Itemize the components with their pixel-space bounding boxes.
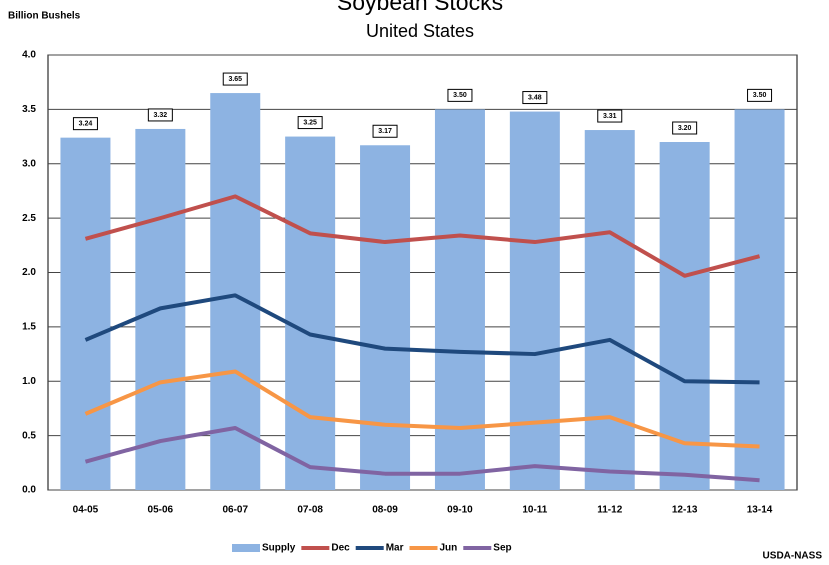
data-label: 3.25: [303, 119, 317, 126]
chart-title: Soybean Stocks: [337, 0, 503, 15]
y-tick-label: 2.0: [22, 267, 36, 278]
data-label-box: [147, 108, 173, 122]
x-tick-label: 07-08: [297, 505, 323, 516]
source-note: USDA-NASS: [763, 551, 823, 562]
bar: [659, 142, 710, 490]
y-tick-label: 2.5: [22, 213, 36, 224]
x-tick-label: 05-06: [148, 505, 174, 516]
bar: [210, 93, 261, 490]
x-tick-label: 12-13: [672, 505, 698, 516]
line: [84, 369, 760, 449]
data-label-box: [747, 88, 773, 102]
y-tick-label: 0.0: [22, 485, 36, 496]
bar: [285, 136, 336, 490]
y-tick-label: 4.0: [22, 50, 36, 61]
data-label-box: [297, 116, 323, 130]
line: [84, 426, 760, 483]
y-axis-label: Billion Bushels: [8, 11, 81, 22]
bar: [509, 111, 560, 491]
x-tick-label: 13-14: [747, 505, 773, 516]
data-label-box: [672, 121, 698, 135]
data-label-box: [222, 72, 248, 86]
data-label: 3.20: [678, 125, 692, 132]
bar: [584, 130, 635, 490]
x-tick-label: 08-09: [372, 505, 398, 516]
x-tick-label: 06-07: [222, 505, 248, 516]
x-tick-label: 04-05: [73, 505, 99, 516]
bar: [360, 145, 411, 490]
data-label: 3.65: [228, 76, 242, 83]
data-label-box: [522, 91, 548, 105]
bar: [434, 109, 485, 490]
y-tick-label: 0.5: [22, 430, 36, 441]
legend-label: Dec: [331, 543, 350, 554]
legend-label: Sep: [493, 543, 511, 554]
data-label-box: [597, 109, 623, 123]
legend-label: Jun: [440, 543, 458, 554]
y-tick-label: 1.0: [22, 376, 36, 387]
y-tick-label: 3.0: [22, 158, 36, 169]
x-tick-label: 09-10: [447, 505, 473, 516]
data-label: 3.48: [528, 94, 542, 101]
data-label: 3.17: [378, 128, 392, 135]
data-label: 3.31: [603, 113, 617, 120]
bar: [734, 109, 785, 490]
chart-subtitle: United States: [366, 21, 474, 41]
data-label-box: [72, 117, 98, 131]
line: [84, 293, 760, 385]
bar: [60, 137, 111, 490]
line: [84, 194, 761, 278]
x-tick-label: 10-11: [522, 505, 547, 516]
y-tick-label: 3.5: [22, 104, 36, 115]
data-label: 3.50: [453, 92, 467, 99]
data-label-box: [372, 124, 398, 138]
data-label: 3.24: [79, 120, 93, 127]
x-tick-label: 11-12: [597, 505, 622, 516]
legend-label: Mar: [386, 543, 404, 554]
y-tick-label: 1.5: [22, 322, 36, 333]
data-label-box: [447, 88, 473, 102]
legend-label: Supply: [262, 543, 296, 554]
data-label: 3.50: [753, 92, 767, 99]
data-label: 3.32: [154, 112, 168, 119]
legend-swatch: [232, 544, 260, 552]
